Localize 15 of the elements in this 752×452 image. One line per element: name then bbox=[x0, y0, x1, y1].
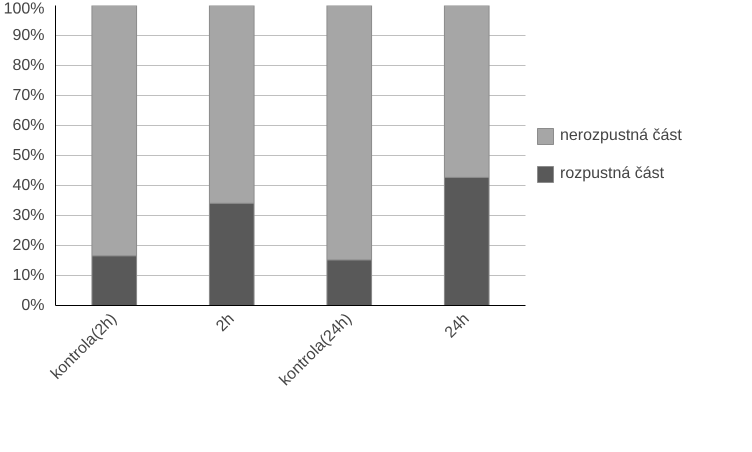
y-tick-label: 100% bbox=[4, 0, 44, 18]
x-tick-label: 2h bbox=[213, 310, 238, 336]
legend-label: rozpustná část bbox=[560, 165, 664, 183]
y-tick-label: 0% bbox=[21, 297, 44, 314]
legend-label: nerozpustná část bbox=[560, 127, 682, 145]
y-tick-label: 80% bbox=[12, 57, 45, 74]
y-tick-label: 40% bbox=[12, 177, 45, 194]
x-tick-label: 24h bbox=[442, 310, 473, 342]
y-tick-label: 90% bbox=[12, 27, 45, 44]
y-tick-label: 10% bbox=[12, 267, 45, 284]
y-tick-label: 30% bbox=[12, 207, 45, 224]
y-tick-label: 50% bbox=[12, 147, 45, 164]
y-tick-label: 60% bbox=[12, 117, 45, 134]
y-tick-label: 70% bbox=[12, 87, 45, 104]
y-tick-label: 20% bbox=[12, 237, 45, 254]
